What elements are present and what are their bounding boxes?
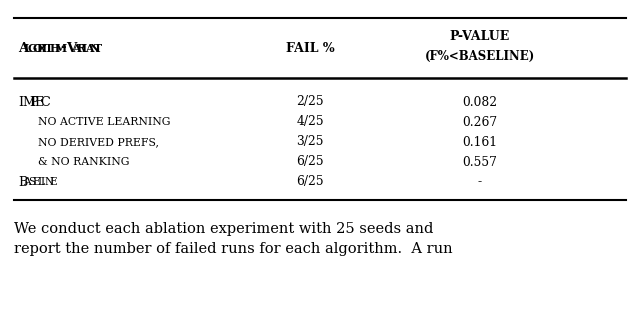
Text: 0.082: 0.082 [463,95,497,108]
Text: E: E [35,95,44,108]
Text: E: E [49,177,57,187]
Text: FAIL %: FAIL % [285,41,334,54]
Text: I: I [81,42,86,53]
Text: 4/25: 4/25 [296,116,324,129]
Text: We conduct each ablation experiment with 25 seeds and: We conduct each ablation experiment with… [14,222,433,236]
Text: A: A [18,41,28,54]
Text: -: - [478,175,482,189]
Text: M: M [54,42,67,53]
Text: (F%<BASELINE): (F%<BASELINE) [425,50,535,63]
Text: H: H [50,42,60,53]
Text: 0.557: 0.557 [463,155,497,168]
Text: 0.161: 0.161 [463,136,497,149]
Text: report the number of failed runs for each algorithm.  A run: report the number of failed runs for eac… [14,242,452,256]
Text: T: T [94,42,102,53]
Text: P: P [29,95,38,108]
Text: T: T [45,42,53,53]
Text: O: O [32,42,42,53]
Text: P-VALUE: P-VALUE [450,29,510,42]
Text: 3/25: 3/25 [296,136,324,149]
Text: I: I [18,95,23,108]
Text: I: I [41,177,45,187]
Text: -: - [60,41,66,54]
Text: B: B [18,175,28,189]
Text: R: R [76,42,86,53]
Text: S: S [28,177,35,187]
Text: L: L [37,177,44,187]
Text: NO DERIVED PREFS,: NO DERIVED PREFS, [38,137,159,147]
Text: I: I [42,42,47,53]
Text: C: C [40,95,50,108]
Text: 6/25: 6/25 [296,175,324,189]
Text: 6/25: 6/25 [296,155,324,168]
Text: E: E [33,177,40,187]
Text: N: N [90,42,100,53]
Text: 0.267: 0.267 [463,116,497,129]
Text: R: R [37,42,46,53]
Text: NO ACTIVE LEARNING: NO ACTIVE LEARNING [38,117,170,127]
Text: 2/25: 2/25 [296,95,324,108]
Text: V: V [66,41,76,54]
Text: & NO RANKING: & NO RANKING [38,157,129,167]
Text: N: N [45,177,54,187]
Text: A: A [85,42,93,53]
Text: L: L [24,42,31,53]
Text: A: A [72,42,80,53]
Text: G: G [28,42,37,53]
Text: M: M [22,95,36,108]
Text: A: A [24,177,31,187]
